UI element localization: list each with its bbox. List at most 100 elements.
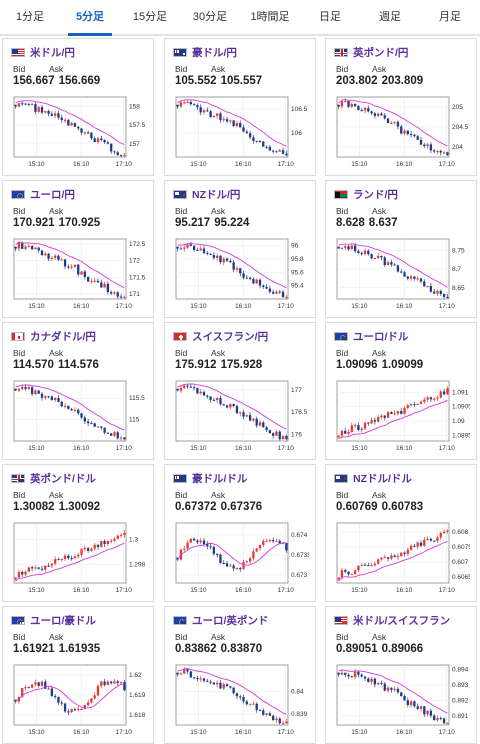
mini-candle-chart[interactable]: 15:10 16:10 17:10 172.5 172 171.5 171 (11, 237, 147, 315)
candle-body (176, 246, 179, 249)
y-tick-label: 158 (129, 103, 140, 110)
x-tick-label: 16:10 (396, 161, 413, 168)
candle-body (406, 276, 409, 279)
currency-card[interactable]: ユーロ/円 Bid Ask 170.921 170.925 15:10 16:10 17:10… (2, 180, 154, 318)
candle-body (344, 430, 347, 434)
candle-body (235, 406, 239, 414)
currency-card[interactable]: 米ドル/円 Bid Ask 156.667 156.669 15:10 16:10 17:10… (2, 38, 154, 176)
bid-price: 175.912 (175, 359, 217, 371)
pair-link[interactable]: 米ドル/円 (30, 46, 75, 59)
pair-link[interactable]: 英ポンド/円 (353, 46, 409, 59)
bid-ask-labels: Bid Ask (175, 348, 247, 358)
candle-body (57, 398, 60, 402)
tab-1[interactable]: 1分足 (15, 11, 45, 23)
bid-price: 1.09096 (336, 359, 378, 371)
currency-card[interactable]: 豪ドル/ドル Bid Ask 0.67372 0.67376 15:10 16:10 17:1… (164, 464, 316, 602)
currency-card[interactable]: NZドル/円 Bid Ask 95.217 95.224 15:10 16:10 17:10 9… (164, 180, 316, 318)
pair-link[interactable]: ユーロ/ドル (353, 330, 409, 343)
candle-body (278, 291, 281, 293)
candle-body (235, 268, 239, 270)
bid-label: Bid (336, 348, 349, 358)
mini-candle-chart[interactable]: 15:10 16:10 17:10 0.894 0.893 0.892 0.891 (334, 663, 470, 741)
candle-body (373, 563, 377, 566)
pair-link[interactable]: NZドル/円 (192, 188, 241, 201)
tab-3[interactable]: 15分足 (132, 11, 168, 23)
pair-link[interactable]: スイスフラン/円 (192, 330, 269, 343)
mini-candle-chart[interactable]: 15:10 16:10 17:10 0.608 0.6075 0.607 0.6065 (334, 521, 470, 599)
currency-card[interactable]: ユーロ/ドル Bid Ask 1.09096 1.09099 15:10 16:10 17:1… (325, 322, 477, 460)
candle-body (235, 693, 239, 697)
candle-body (44, 111, 47, 113)
candle-body (186, 101, 189, 103)
candle-body (252, 418, 255, 421)
mini-candle-chart[interactable]: 15:10 16:10 17:10 106.5 106 (173, 95, 309, 173)
mini-candle-chart[interactable]: 15:10 16:10 17:10 205 204.5 204 (334, 95, 470, 173)
candle-body (100, 138, 103, 141)
bid-label: Bid (13, 348, 26, 358)
currency-card[interactable]: 豪ドル/円 Bid Ask 105.552 105.557 15:10 16:10 17:10… (164, 38, 316, 176)
currency-card[interactable]: スイスフラン/円 Bid Ask 175.912 175.928 15:10 16:10 17… (164, 322, 316, 460)
pair-link[interactable]: 米ドル/スイスフラン (353, 614, 451, 627)
tab-6[interactable]: 日足 (319, 11, 341, 23)
candle-body (285, 543, 288, 551)
pair-link[interactable]: ランド/円 (353, 188, 398, 201)
y-tick-label: 205 (452, 104, 463, 111)
candle-body (403, 407, 406, 414)
currency-card[interactable]: 英ポンド/円 Bid Ask 203.802 203.809 15:10 16:10 17:1… (325, 38, 477, 176)
chart-frame (175, 664, 289, 726)
candle-body (229, 120, 232, 122)
pair-link[interactable]: NZドル/ドル (353, 472, 412, 485)
price-values: 1.09096 1.09099 (336, 359, 427, 371)
tab-8[interactable]: 月足 (439, 11, 461, 23)
mini-candle-chart[interactable]: 15:10 16:10 17:10 8.75 8.7 8.65 (334, 237, 470, 315)
candle-body (239, 123, 242, 128)
pair-link[interactable]: ユーロ/豪ドル (30, 614, 96, 627)
mini-candle-chart[interactable]: 15:10 16:10 17:10 0.674 0.6735 0.673 (173, 521, 309, 599)
currency-card[interactable]: ユーロ/豪ドル Bid Ask 1.61921 1.61935 15:10 16:10 17:… (2, 606, 154, 744)
mini-candle-chart[interactable]: 15:10 16:10 17:10 1.62 1.619 1.618 (11, 663, 147, 741)
candle-body (377, 559, 380, 564)
x-tick-label: 15:10 (190, 161, 207, 168)
candle-body (96, 138, 100, 143)
candle-body (209, 111, 212, 118)
currency-card[interactable]: カナダドル/円 Bid Ask 114.570 114.576 15:10 16:10 17:… (2, 322, 154, 460)
currency-card[interactable]: ランド/円 Bid Ask 8.628 8.637 15:10 16:10 17:10 8.75… (325, 180, 477, 318)
x-tick-label: 17:10 (116, 587, 133, 594)
pair-link[interactable]: 英ポンド/ドル (30, 472, 96, 485)
tab-7[interactable]: 週足 (379, 11, 401, 23)
pair-link[interactable]: ユーロ/英ポンド (192, 614, 269, 627)
currency-card[interactable]: NZドル/ドル Bid Ask 0.60769 0.60783 15:10 16:10 17:… (325, 464, 477, 602)
ask-price: 1.30092 (58, 501, 101, 513)
tab-4[interactable]: 30分足 (192, 11, 228, 23)
mini-candle-chart[interactable]: 15:10 16:10 17:10 115.5 115 (11, 379, 147, 457)
currency-card[interactable]: 米ドル/スイスフラン Bid Ask 0.89051 0.89066 15:10 16:10… (325, 606, 477, 744)
mini-candle-chart[interactable]: 15:10 16:10 17:10 1.3 1.298 (11, 521, 147, 599)
candle-body (419, 401, 423, 405)
tab-2[interactable]: 5分足 (60, 0, 120, 36)
pair-link[interactable]: 豪ドル/ドル (192, 472, 248, 485)
pair-link[interactable]: ユーロ/円 (30, 188, 75, 201)
candle-body (225, 563, 229, 567)
candle-body (90, 280, 93, 282)
tab-5[interactable]: 1時間足 (250, 11, 290, 23)
pair-link[interactable]: カナダドル/円 (30, 330, 96, 343)
bid-label: Bid (336, 632, 349, 642)
ask-price: 1.61935 (58, 643, 101, 655)
candle-body (403, 696, 406, 701)
currency-card[interactable]: ユーロ/英ポンド Bid Ask 0.83862 0.83870 15:10 16:10 17… (164, 606, 316, 744)
mini-candle-chart[interactable]: 15:10 16:10 17:10 177 176.5 176 (173, 379, 309, 457)
currency-card[interactable]: 英ポンド/ドル Bid Ask 1.30082 1.30092 15:10 16:10 17:… (2, 464, 154, 602)
mini-candle-chart[interactable]: 15:10 16:10 17:10 0.84 0.839 (173, 663, 309, 741)
mini-candle-chart[interactable]: 15:10 16:10 17:10 1.091 1.0905 1.09 1.0895 (334, 379, 470, 457)
bid-label: Bid (336, 64, 349, 74)
candle-body (30, 245, 34, 250)
mini-candle-chart[interactable]: 15:10 16:10 17:10 158 157.5 157 (11, 95, 147, 173)
bid-label: Bid (336, 490, 349, 500)
candle-body (436, 537, 439, 541)
candle-body (93, 695, 96, 699)
mini-candle-chart[interactable]: 15:10 16:10 17:10 96 95.8 95.6 95.4 (173, 237, 309, 315)
candle-body (390, 122, 393, 124)
candle-body (272, 715, 275, 721)
pair-link[interactable]: 豪ドル/円 (192, 46, 237, 59)
flag-icon (334, 47, 348, 57)
